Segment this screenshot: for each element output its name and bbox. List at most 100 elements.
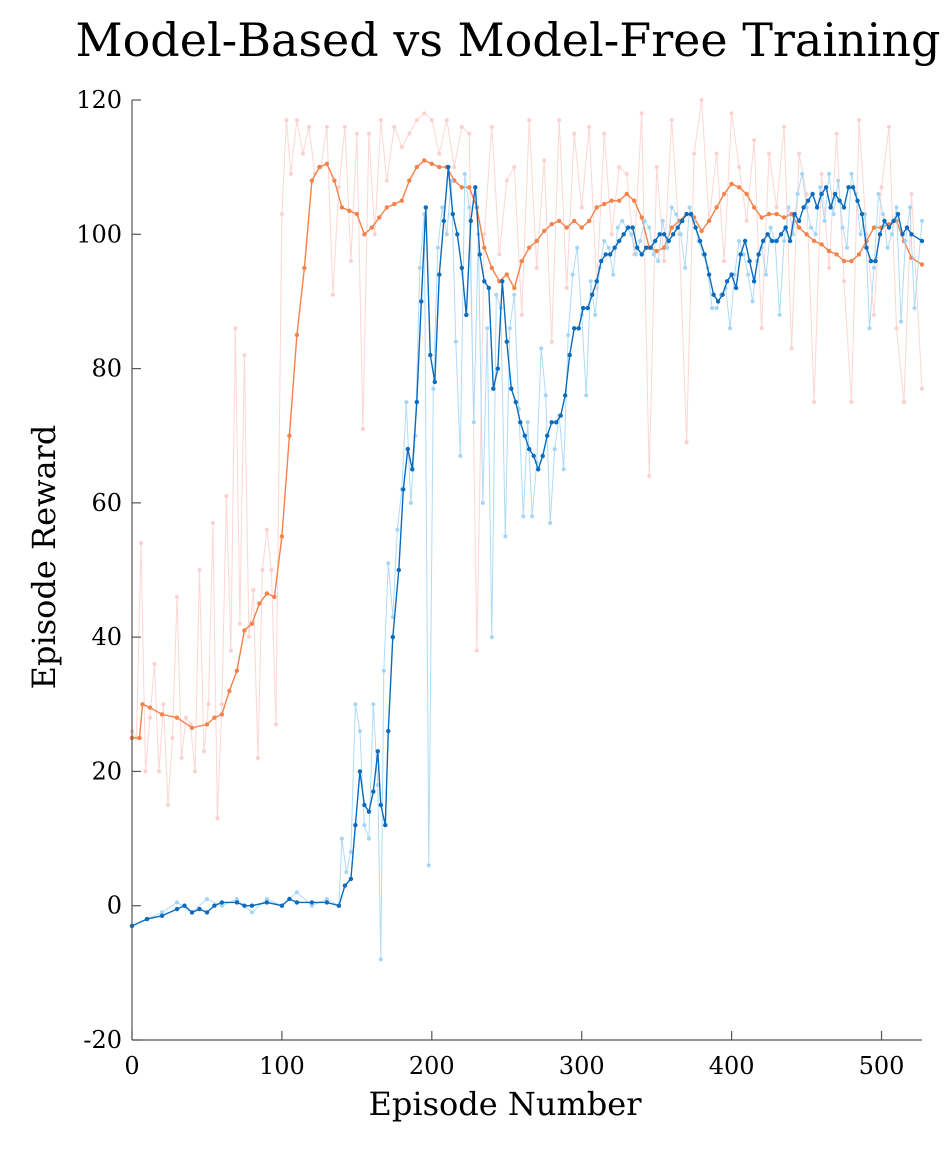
series-1-point <box>489 265 494 271</box>
series-1-point <box>856 252 862 257</box>
series-3-point <box>711 292 716 297</box>
series-0-point <box>459 124 464 129</box>
series-3-point <box>855 198 860 203</box>
x-tick-label: 100 <box>259 1052 305 1080</box>
series-1-point <box>774 211 779 217</box>
series-0-point <box>579 205 584 210</box>
series-0-point <box>360 427 365 431</box>
series-0-point <box>782 124 787 129</box>
y-tick-label: 40 <box>91 623 122 651</box>
series-3-point <box>742 238 748 244</box>
series-2-point <box>822 218 827 223</box>
series-3-point <box>242 903 247 908</box>
series-3-point <box>357 769 363 774</box>
series-1-point <box>302 265 307 271</box>
series-3-point <box>787 238 793 244</box>
series-1-point <box>264 591 270 596</box>
series-1-line <box>132 159 923 739</box>
series-3-point <box>635 245 640 250</box>
series-3-point <box>832 191 838 197</box>
series-2-raw <box>130 171 924 962</box>
series-3-point <box>891 218 896 224</box>
series-3-point <box>504 339 509 344</box>
series-0-point <box>152 662 157 666</box>
series-2-point <box>791 232 796 237</box>
series-2-point <box>530 514 535 519</box>
series-0-point <box>269 568 274 572</box>
series-3-point <box>837 198 842 203</box>
series-2-point <box>840 225 845 230</box>
series-2-point <box>375 782 380 787</box>
series-3-point <box>626 225 631 230</box>
series-0-point <box>617 165 622 170</box>
series-3-point <box>342 883 348 888</box>
series-3-point <box>558 413 563 418</box>
series-0-point <box>228 648 233 653</box>
series-1-point <box>159 712 165 717</box>
series-3-point <box>410 467 415 472</box>
series-0-point <box>324 124 329 129</box>
series-2-point <box>234 897 239 901</box>
series-3-point <box>375 749 380 754</box>
series-0-point <box>354 131 359 136</box>
series-1-point <box>557 218 562 224</box>
series-2-point <box>795 192 800 196</box>
series-1-point <box>407 178 412 183</box>
series-0-point <box>175 594 179 599</box>
series-2-point <box>782 239 787 243</box>
series-2-point <box>606 245 611 250</box>
series-3-point <box>182 903 187 908</box>
series-1-point <box>572 218 577 224</box>
series-1-point <box>317 164 322 170</box>
series-3-point <box>828 205 833 210</box>
series-3-point <box>509 386 514 391</box>
series-0-point <box>219 702 224 707</box>
series-2-point <box>687 205 692 210</box>
series-3-point <box>675 225 680 230</box>
x-tick-label: 0 <box>124 1052 139 1080</box>
series-2-point <box>264 897 269 901</box>
y-tick-label: 0 <box>107 892 122 920</box>
series-1-point <box>564 225 569 230</box>
series-3-point <box>527 446 532 452</box>
series-2-point <box>813 232 818 237</box>
series-3-point <box>336 903 342 908</box>
series-1-point <box>249 621 255 626</box>
series-3-point <box>909 232 914 237</box>
x-tick-label: 200 <box>409 1052 455 1080</box>
series-2-point <box>570 272 575 277</box>
y-tick-label: -20 <box>83 1026 122 1054</box>
series-0-point <box>336 185 341 190</box>
series-1-point <box>919 262 925 267</box>
series-0-point <box>564 286 569 290</box>
series-3-point <box>778 232 784 237</box>
series-1-point <box>669 225 674 230</box>
series-0-point <box>684 440 689 445</box>
series-3-point <box>540 453 545 459</box>
series-1-point <box>841 258 847 264</box>
series-0-point <box>251 588 256 593</box>
series-3-point <box>801 205 806 210</box>
series-3-point <box>859 211 865 217</box>
series-2-point <box>348 850 353 854</box>
series-1-point <box>399 198 404 203</box>
series-2-point <box>507 326 512 331</box>
series-0-point <box>879 185 884 190</box>
series-1-point <box>189 725 195 730</box>
series-2-point <box>480 500 485 505</box>
series-2-point <box>872 265 876 270</box>
series-2-point <box>395 527 400 532</box>
series-0-point <box>452 165 457 170</box>
series-2-point <box>920 218 924 223</box>
series-0-point <box>587 124 592 129</box>
series-2-point <box>602 239 607 243</box>
series-0-point <box>722 259 727 264</box>
series-1-point <box>459 185 464 190</box>
series-2-point <box>611 272 616 277</box>
series-3-point <box>697 238 703 244</box>
series-1-smoothed <box>129 158 925 741</box>
series-2-point <box>575 245 580 250</box>
series-3-point <box>706 272 712 277</box>
series-0-point <box>148 715 152 720</box>
series-3-point <box>572 326 577 331</box>
